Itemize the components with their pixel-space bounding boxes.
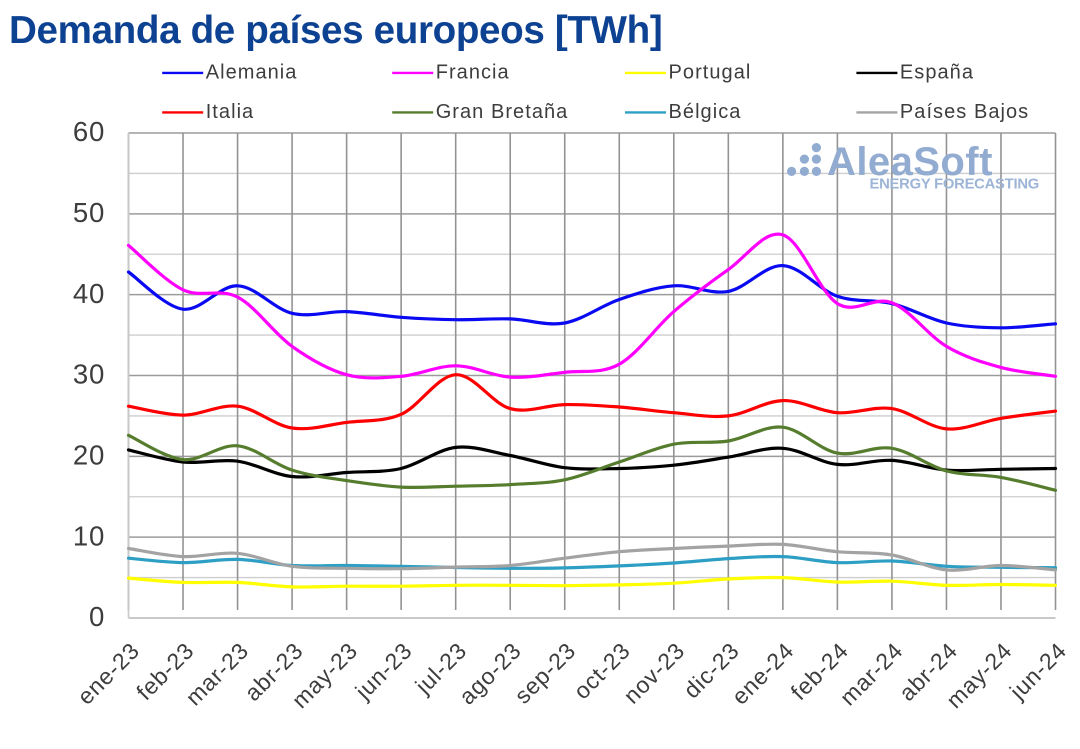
svg-text:Bélgica: Bélgica (669, 101, 742, 123)
svg-text:50: 50 (73, 197, 105, 228)
svg-text:0: 0 (89, 601, 105, 632)
svg-text:Francia: Francia (436, 62, 510, 84)
svg-text:10: 10 (73, 520, 105, 551)
svg-text:Gran Bretaña: Gran Bretaña (436, 101, 569, 123)
svg-text:AleaSoft: AleaSoft (827, 140, 993, 184)
svg-text:40: 40 (73, 278, 105, 309)
svg-text:España: España (900, 62, 974, 84)
svg-text:ENERGY FORECASTING: ENERGY FORECASTING (870, 177, 1040, 193)
svg-text:Demanda de países europeos [TW: Demanda de países europeos [TWh] (9, 9, 662, 52)
svg-text:20: 20 (73, 440, 105, 471)
svg-text:Portugal: Portugal (669, 62, 752, 84)
svg-text:60: 60 (73, 116, 105, 147)
svg-text:30: 30 (73, 359, 105, 390)
svg-text:Italia: Italia (206, 101, 255, 123)
svg-text:Alemania: Alemania (206, 62, 298, 84)
svg-text:Países Bajos: Países Bajos (900, 101, 1029, 123)
